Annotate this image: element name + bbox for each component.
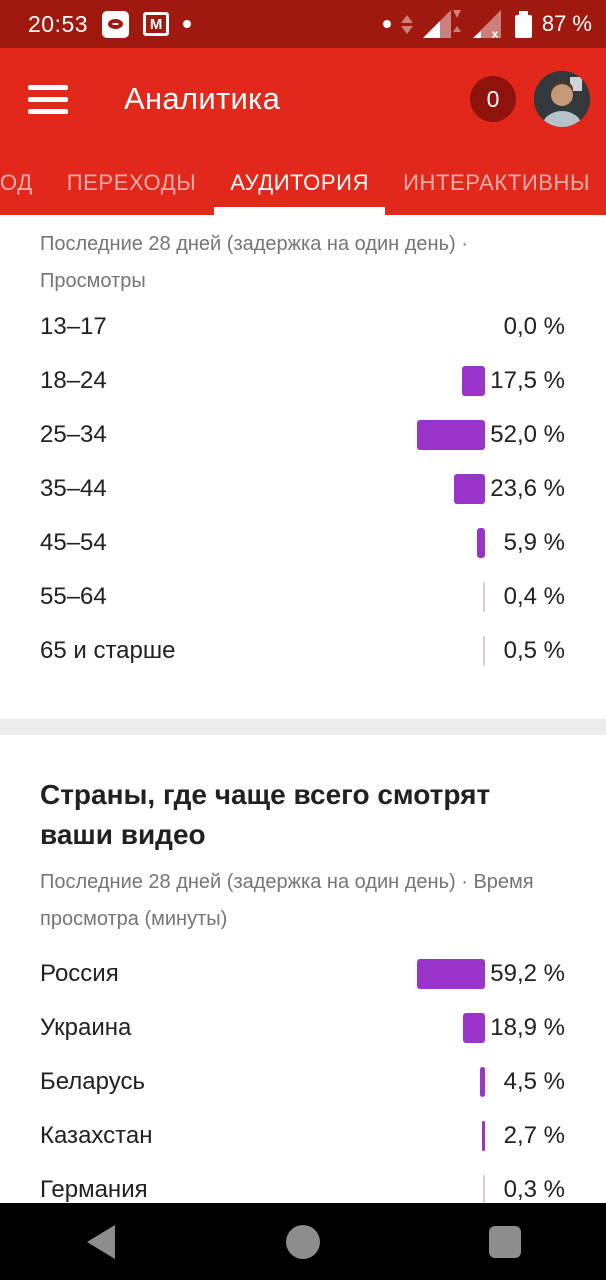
country-row: Украина 18,9 % [40,1001,565,1055]
country-row-value: 0,3 % [503,1176,565,1203]
back-button[interactable] [0,1203,202,1280]
age-row: 65 и старше 0,5 % [40,624,565,678]
age-row-label: 18–24 [40,367,107,394]
age-row-value: 5,9 % [503,529,565,556]
age-row-bar [417,366,485,396]
tab-од[interactable]: ОД [0,169,33,195]
country-row-bar [417,1013,485,1043]
country-row-label: Россия [40,960,119,987]
age-row-value: 0,0 % [503,313,565,340]
age-row-bar [417,582,485,612]
country-row-value: 59,2 % [490,960,565,987]
age-row: 18–24 17,5 % [40,354,565,408]
home-button[interactable] [202,1203,404,1280]
country-row: Беларусь 4,5 % [40,1055,565,1109]
signal-sim2-nodata-icon: x [472,10,501,38]
age-row-value: 23,6 % [490,475,565,502]
recents-icon [489,1225,521,1258]
country-row-value: 18,9 % [490,1014,565,1041]
notification-count: 0 [486,85,500,112]
data-updown-icon [400,14,413,34]
countries-chart: Россия 59,2 % Украина 18,9 % Беларусь 4,5 % Ка… [40,947,565,1217]
tab-bar: ОД ПЕРЕХОДЫ АУДИТОРИЯ ИНТЕРАКТИВНЫ [0,150,606,215]
age-row-label: 65 и старше [40,637,176,664]
age-row-bar [417,474,485,504]
app-bar: Аналитика 0 [0,48,606,150]
svg-text:x: x [492,27,499,38]
battery-icon [514,10,532,38]
back-icon [87,1224,115,1259]
clock: 20:53 [28,10,89,37]
hamburger-menu-icon[interactable] [28,84,68,114]
avatar-photo [534,71,590,127]
age-row-label: 13–17 [40,313,107,340]
ok-app-icon [102,10,130,38]
status-left: 20:53 M [28,10,192,38]
age-row: 55–64 0,4 % [40,570,565,624]
age-row: 13–17 0,0 % [40,300,565,354]
age-row-bar [417,528,485,558]
country-row: Казахстан 2,7 % [40,1109,565,1163]
country-row-bar [417,959,485,989]
section-divider [0,719,606,735]
home-icon [286,1224,320,1259]
age-chart-subtitle: Последние 28 дней (задержка на один день… [40,233,468,292]
country-row-label: Украина [40,1014,132,1041]
tab-интерактивны[interactable]: ИНТЕРАКТИВНЫ [403,169,591,195]
notification-badge[interactable]: 0 [470,76,516,122]
page-title: Аналитика [124,81,281,116]
age-row-label: 35–44 [40,475,107,502]
age-row: 45–54 5,9 % [40,516,565,570]
countries-section-title: Страны, где чаще всего смотрят ваши виде… [40,779,491,850]
age-row-label: 55–64 [40,583,107,610]
age-chart: 13–17 0,0 % 18–24 17,5 % 25–34 52,0 % 35–44 23,… [40,300,565,678]
signal-sim1-icon [422,10,461,38]
battery-percent: 87 % [541,11,592,36]
age-row-label: 25–34 [40,421,107,448]
country-row-bar [417,1175,485,1205]
recents-button[interactable] [404,1203,606,1280]
age-row-value: 17,5 % [490,367,565,394]
analytics-content: Последние 28 дней (задержка на один день… [0,215,606,1217]
android-nav-bar [0,1203,606,1280]
age-row: 35–44 23,6 % [40,462,565,516]
user-avatar[interactable] [534,71,590,127]
age-row-bar [417,312,485,342]
overflow-dot-icon [183,20,192,28]
countries-chart-subtitle: Последние 28 дней (задержка на один день… [40,871,534,930]
country-row-label: Германия [40,1176,148,1203]
tab-переходы[interactable]: ПЕРЕХОДЫ [66,169,197,195]
age-row-value: 0,5 % [503,637,565,664]
status-right: x 87 % [382,10,592,38]
country-row: Германия 0,3 % [40,1163,565,1217]
age-row-bar [417,636,485,666]
country-row: Россия 59,2 % [40,947,565,1001]
age-row-value: 52,0 % [490,421,565,448]
gmail-icon: M [143,12,170,36]
age-row-value: 0,4 % [503,583,565,610]
age-row-bar [417,420,485,450]
country-row-value: 4,5 % [503,1068,565,1095]
country-row-bar [417,1121,485,1151]
status-bar: 20:53 M x 87 % [0,0,606,48]
country-row-value: 2,7 % [503,1122,565,1149]
age-row-label: 45–54 [40,529,107,556]
overflow-dot-icon [382,20,391,28]
country-row-label: Казахстан [40,1122,153,1149]
age-row: 25–34 52,0 % [40,408,565,462]
tab-аудитория[interactable]: АУДИТОРИЯ [214,150,385,215]
country-row-bar [417,1067,485,1097]
country-row-label: Беларусь [40,1068,145,1095]
